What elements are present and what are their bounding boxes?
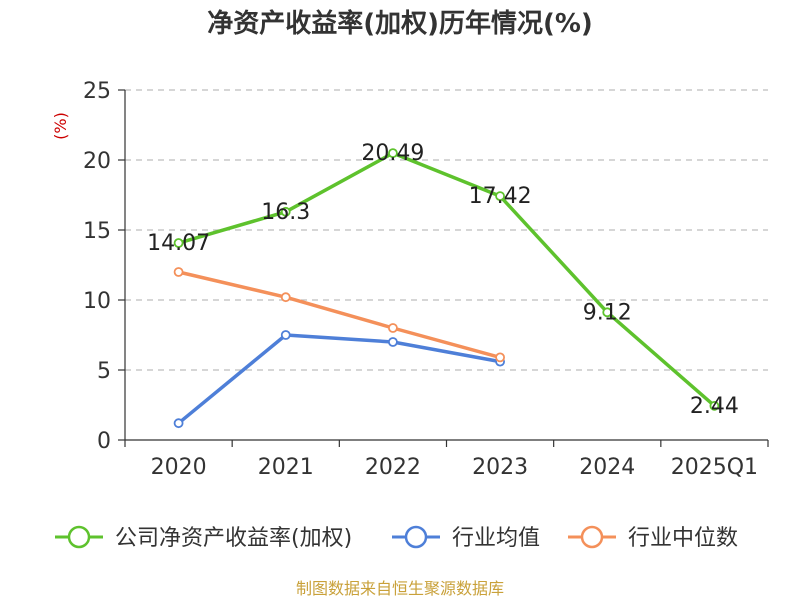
x-tick-label-2020: 2020 [151, 455, 207, 480]
y-tick-label-20: 20 [83, 149, 111, 174]
grid-layer [125, 89, 768, 371]
x-tick-label-2021: 2021 [258, 455, 314, 480]
legend-marker-1 [404, 525, 428, 549]
series-0-point-2023 [495, 191, 505, 202]
legend-item-0: 公司净资产收益率(加权) [55, 525, 352, 551]
series-line-2 [178, 270, 501, 360]
x-tick-label-2024: 2024 [579, 455, 635, 480]
series-2-point-2022 [388, 323, 398, 333]
axis-layer: 0 5 10 15 20 25 2020 2021 2022 2023 2024 2025Q1 [83, 79, 769, 480]
x-tick-label-2022: 2022 [365, 455, 421, 480]
legend-label-0: 公司净资产收益率(加权) [115, 526, 352, 551]
series-0-point-2025Q1 [709, 400, 720, 411]
legend-label-2: 行业中位数 [628, 526, 738, 551]
x-tick-label-2023: 2023 [472, 455, 528, 480]
y-axis-unit: (%) [51, 112, 70, 140]
series-line-0 [178, 151, 716, 408]
legend-label-1: 行业均值 [452, 526, 540, 551]
x-tick-label-2025Q1: 2025Q1 [671, 455, 758, 480]
y-tick-label-25: 25 [83, 79, 111, 104]
chart-title: 净资产收益率(加权)历年情况(%) [207, 8, 593, 39]
legend-marker-0 [67, 525, 91, 549]
series-1-point-2021 [280, 330, 291, 340]
series-0-point-2022 [388, 148, 398, 159]
series-2-point-2021 [280, 292, 291, 303]
legend-item-1: 行业均值 [392, 525, 540, 551]
data-label-2021: 16.3 [261, 200, 310, 225]
legend: 公司净资产收益率(加权) 行业均值 行业中位数 [55, 525, 738, 551]
series-line-1 [177, 333, 501, 425]
data-label-layer: 14.07 16.3 20.49 17.42 9.12 2.44 [147, 141, 739, 419]
legend-marker-2 [580, 525, 604, 549]
data-label-2023: 17.42 [469, 184, 532, 209]
series-1-point-2022 [388, 337, 398, 347]
data-label-2025Q1: 2.44 [690, 394, 739, 419]
legend-item-2: 行业中位数 [568, 525, 738, 551]
y-tick-label-15: 15 [83, 219, 111, 244]
y-tick-label-0: 0 [97, 429, 111, 454]
y-tick-label-10: 10 [83, 289, 111, 314]
series-0-point-2020 [173, 238, 184, 248]
data-label-2020: 14.07 [147, 231, 210, 256]
y-tick-label-5: 5 [97, 359, 111, 384]
series-0-point-2021 [280, 206, 291, 217]
series-2-point-2020 [173, 267, 184, 277]
series-0-point-2024 [602, 307, 613, 318]
series-2-point-2023 [495, 352, 505, 363]
series-layer [173, 148, 720, 429]
data-label-2024: 9.12 [583, 300, 632, 325]
source-note: 制图数据来自恒生聚源数据库 [296, 579, 504, 598]
data-label-2022: 20.49 [361, 141, 424, 166]
series-1-point-2020 [173, 418, 184, 429]
